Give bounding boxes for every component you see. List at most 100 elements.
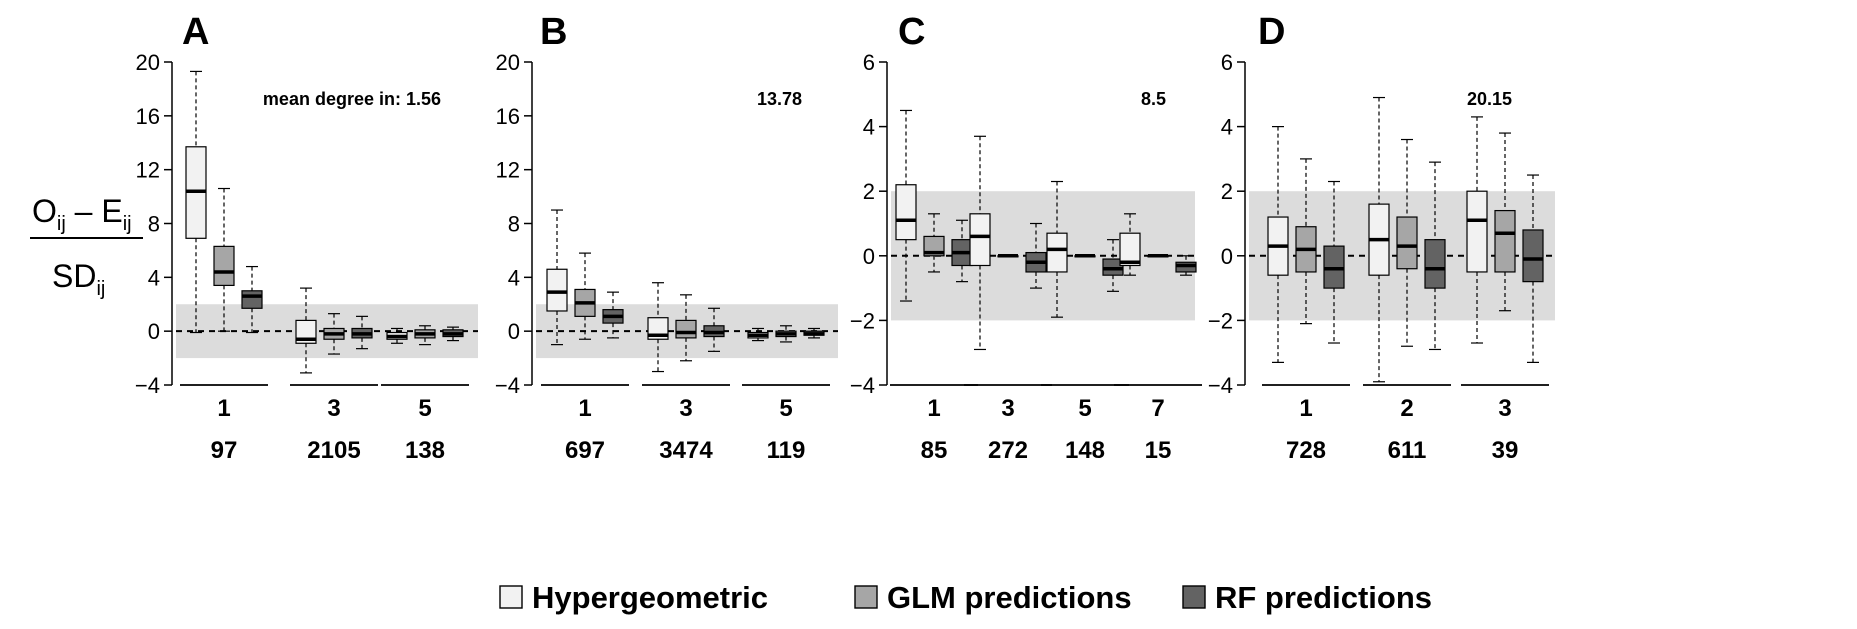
box-rf-predictions xyxy=(951,219,973,283)
y-tick-label: −4 xyxy=(1208,373,1233,398)
box-group-3: 3 3474 xyxy=(642,282,730,464)
box-rf-predictions xyxy=(1025,222,1047,289)
y-tick-label: 0 xyxy=(863,244,875,269)
y-tick-label: 12 xyxy=(496,158,520,183)
box-rf-predictions xyxy=(1424,161,1446,351)
panel-letter: A xyxy=(182,11,209,53)
box-glm-predictions xyxy=(675,294,697,362)
svg-text:Oij – Eij: Oij – Eij xyxy=(32,193,132,235)
category-label: 3 xyxy=(327,395,340,422)
box-iqr xyxy=(1396,216,1418,270)
box-rf-predictions xyxy=(803,327,825,339)
count-label: 3474 xyxy=(659,437,713,464)
box-glm-predictions xyxy=(997,254,1019,258)
y-tick-label: 2 xyxy=(863,179,875,204)
ylabel-den-sub: ij xyxy=(96,278,105,300)
count-label: 148 xyxy=(1065,437,1105,464)
legend-swatch xyxy=(499,585,523,609)
box-glm-predictions xyxy=(1396,138,1418,347)
count-label: 611 xyxy=(1388,437,1427,464)
panel-letter: C xyxy=(898,11,925,53)
y-tick-label: 0 xyxy=(148,319,160,344)
box-hypergeometric xyxy=(895,109,917,302)
box-group-3: 3 272 xyxy=(964,135,1052,464)
box-iqr xyxy=(546,268,568,312)
panel-annotation: 8.5 xyxy=(1141,89,1166,109)
category-label: 2 xyxy=(1400,395,1413,422)
legend-item-rf-predictions: RF predictions xyxy=(1182,580,1432,615)
box-rf-predictions xyxy=(1175,255,1197,276)
panel-letter: B xyxy=(540,11,567,53)
y-tick-label: 16 xyxy=(496,104,520,129)
y-tick-label: −4 xyxy=(135,373,160,398)
panel-letter: D xyxy=(1258,11,1285,53)
count-label: 2105 xyxy=(307,437,360,464)
box-rf-predictions xyxy=(351,315,373,350)
box-iqr xyxy=(1046,232,1068,273)
box-hypergeometric xyxy=(295,287,317,374)
box-hypergeometric xyxy=(1368,96,1390,383)
y-tick-label: 8 xyxy=(508,212,520,237)
category-label: 5 xyxy=(779,395,792,422)
count-label: 15 xyxy=(1145,437,1172,464)
box-hypergeometric xyxy=(546,209,568,346)
y-tick-label: 4 xyxy=(148,265,160,290)
y-tick-label: 8 xyxy=(148,212,160,237)
box-iqr xyxy=(1424,239,1446,289)
box-group-5: 5 138 xyxy=(381,325,469,464)
svg-text:SDij: SDij xyxy=(52,258,105,300)
box-hypergeometric xyxy=(1119,213,1141,276)
box-group-5: 5 119 xyxy=(742,325,830,464)
box-hypergeometric xyxy=(1046,180,1068,318)
box-rf-predictions xyxy=(602,291,624,339)
box-hypergeometric xyxy=(386,327,408,344)
box-rf-predictions xyxy=(241,265,263,334)
box-rf-predictions xyxy=(1522,174,1544,363)
ylabel-num-sub2: ij xyxy=(123,213,132,235)
panel-annotation: 13.78 xyxy=(757,89,802,109)
legend-label: GLM predictions xyxy=(887,580,1132,615)
box-glm-predictions xyxy=(323,313,345,355)
y-tick-label: 4 xyxy=(508,265,520,290)
box-hypergeometric xyxy=(647,282,669,373)
ylabel-numerator: O xyxy=(32,193,57,229)
legend: Hypergeometric GLM predictions RF predicti… xyxy=(499,580,1432,615)
box-iqr xyxy=(1119,232,1141,267)
y-tick-label: 20 xyxy=(496,50,520,75)
box-hypergeometric xyxy=(969,135,991,351)
box-rf-predictions xyxy=(1323,180,1345,344)
box-glm-predictions xyxy=(1147,254,1169,258)
legend-label: RF predictions xyxy=(1215,580,1432,615)
box-iqr xyxy=(241,290,263,309)
legend-item-hypergeometric: Hypergeometric xyxy=(499,580,768,615)
category-label: 3 xyxy=(679,395,692,422)
category-label: 1 xyxy=(217,395,230,422)
box-iqr xyxy=(969,213,991,267)
box-group-3: 3 2105 xyxy=(290,287,378,464)
box-hypergeometric xyxy=(185,70,207,334)
y-tick-label: 0 xyxy=(1221,244,1233,269)
box-glm-predictions xyxy=(574,252,596,340)
y-tick-label: 4 xyxy=(1221,115,1233,140)
y-tick-label: 20 xyxy=(136,50,160,75)
box-group-7: 7 15 xyxy=(1114,213,1202,464)
box-group-1: 1 97 xyxy=(180,70,268,464)
box-iqr xyxy=(1522,229,1544,283)
count-label: 39 xyxy=(1492,437,1519,464)
y-tick-label: 2 xyxy=(1221,179,1233,204)
legend-swatch xyxy=(1182,585,1206,609)
y-axis-label: Oij – Eij SDij xyxy=(30,193,143,300)
count-label: 728 xyxy=(1286,437,1326,464)
box-iqr xyxy=(1466,190,1488,273)
y-tick-label: −4 xyxy=(850,373,875,398)
ylabel-denominator: SD xyxy=(52,258,96,294)
box-rf-predictions xyxy=(703,307,725,352)
y-tick-label: −4 xyxy=(495,373,520,398)
box-hypergeometric xyxy=(1267,125,1289,363)
ylabel-num-sub1: ij xyxy=(57,213,66,235)
category-label: 3 xyxy=(1498,395,1511,422)
